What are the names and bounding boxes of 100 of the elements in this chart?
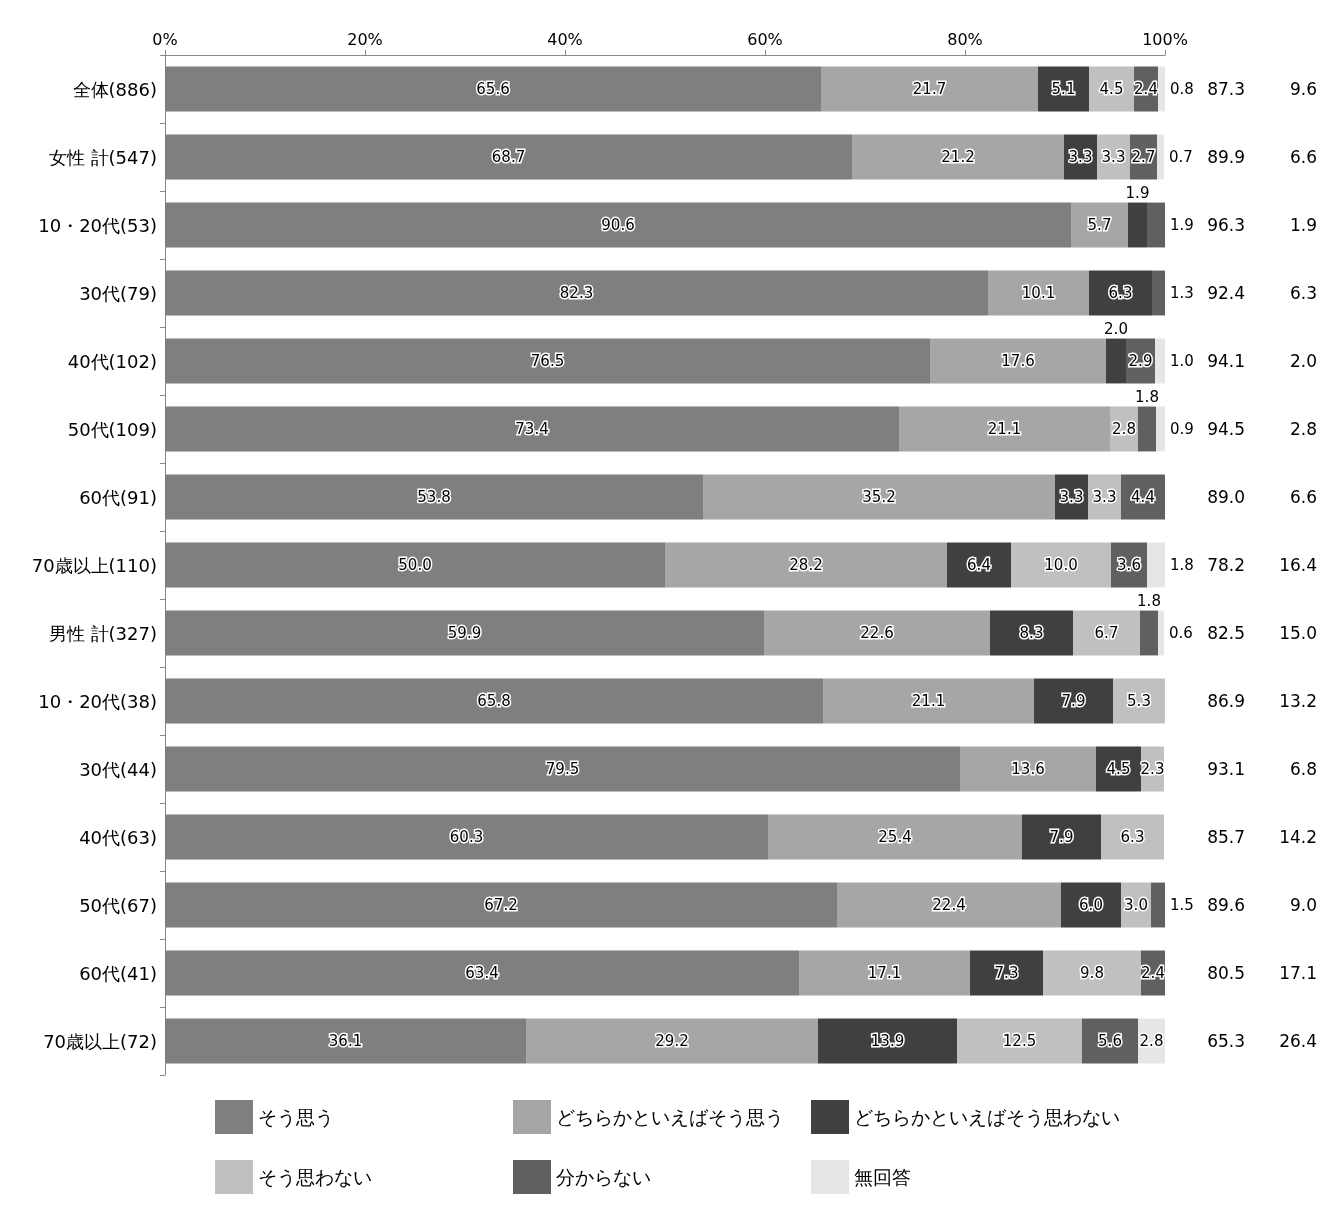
legend-label: 無回答 bbox=[854, 1166, 911, 1188]
data-label: 53.8 bbox=[417, 488, 451, 506]
text: 15.0 bbox=[1279, 623, 1317, 643]
data-label: 1.3 bbox=[1170, 284, 1194, 302]
text: 26.4 bbox=[1279, 1031, 1317, 1051]
data-label: 0.8 bbox=[1170, 80, 1194, 98]
text: 65.3 bbox=[1207, 1031, 1245, 1051]
y-tick-label: 60代(41) bbox=[79, 962, 157, 984]
bar bbox=[930, 338, 1106, 384]
data-label: 2.4 bbox=[1141, 964, 1165, 982]
legend-label: そう思わない bbox=[258, 1166, 372, 1188]
text: 78.2 bbox=[1207, 555, 1245, 575]
data-label: 35.2 bbox=[862, 488, 896, 506]
data-label: 67.2 bbox=[484, 896, 518, 914]
data-label: 21.1 bbox=[911, 692, 946, 710]
data-label: 2.8 bbox=[1139, 1032, 1164, 1050]
data-label: 2.8 bbox=[1112, 420, 1136, 438]
text: 1.9 bbox=[1289, 215, 1317, 235]
x-tick-label: 100% bbox=[1142, 29, 1188, 49]
x-tick-label: 0% bbox=[152, 29, 178, 49]
data-label: 4.5 bbox=[1099, 80, 1124, 98]
bar bbox=[1151, 882, 1165, 928]
data-label: 2.7 bbox=[1131, 148, 1156, 166]
data-label: 12.5 bbox=[1002, 1032, 1037, 1050]
data-label: 7.3 bbox=[994, 964, 1019, 982]
data-label: 59.9 bbox=[447, 624, 482, 642]
data-label: 22.4 bbox=[932, 896, 966, 914]
y-tick-label: 70歳以上(110) bbox=[31, 554, 157, 576]
text: 6.6 bbox=[1289, 147, 1317, 167]
bar bbox=[1106, 338, 1126, 384]
bar bbox=[1147, 202, 1165, 248]
bar bbox=[1157, 134, 1164, 180]
bar bbox=[1152, 270, 1165, 316]
text: 17.1 bbox=[1279, 963, 1317, 983]
data-label: 65.6 bbox=[476, 80, 510, 98]
data-label: 3.0 bbox=[1124, 896, 1148, 914]
y-tick-label: 50代(109) bbox=[67, 418, 157, 440]
data-label: 1.8 bbox=[1137, 592, 1161, 611]
text: 14.2 bbox=[1279, 827, 1317, 847]
data-label: 10.0 bbox=[1044, 556, 1078, 574]
bar bbox=[821, 66, 1038, 112]
data-label: 4.4 bbox=[1131, 488, 1155, 506]
data-label: 1.9 bbox=[1170, 216, 1194, 234]
bar bbox=[1158, 610, 1164, 656]
y-tick-label: 全体(886) bbox=[72, 78, 157, 100]
data-label: 17.1 bbox=[867, 964, 902, 982]
text: 13.2 bbox=[1279, 691, 1317, 711]
text: 93.1 bbox=[1207, 759, 1245, 779]
data-label: 60.3 bbox=[449, 828, 484, 846]
text: 85.7 bbox=[1207, 827, 1245, 847]
x-tick-label: 60% bbox=[747, 29, 783, 49]
data-label: 3.3 bbox=[1059, 488, 1084, 506]
bar bbox=[960, 746, 1096, 792]
bar bbox=[1128, 202, 1147, 248]
x-tick-label: 20% bbox=[347, 29, 383, 49]
bar bbox=[526, 1018, 818, 1064]
bar bbox=[957, 1018, 1082, 1064]
data-label: 1.8 bbox=[1135, 388, 1159, 407]
data-label: 90.6 bbox=[601, 216, 635, 234]
bar bbox=[1155, 338, 1165, 384]
data-label: 82.3 bbox=[559, 284, 594, 302]
bar bbox=[1140, 610, 1158, 656]
bar bbox=[899, 406, 1110, 452]
data-label: 65.8 bbox=[477, 692, 511, 710]
data-label: 7.9 bbox=[1049, 828, 1074, 846]
text: 2.8 bbox=[1289, 419, 1317, 439]
bar bbox=[818, 1018, 957, 1064]
data-label: 68.7 bbox=[491, 148, 526, 166]
bar bbox=[703, 474, 1055, 520]
bar bbox=[1156, 406, 1165, 452]
text: 87.3 bbox=[1207, 79, 1245, 99]
y-tick-label: 10・20代(53) bbox=[38, 214, 157, 236]
data-label: 25.4 bbox=[878, 828, 912, 846]
bar bbox=[852, 134, 1064, 180]
data-label: 2.9 bbox=[1128, 352, 1153, 370]
data-label: 1.0 bbox=[1170, 352, 1194, 370]
data-label: 76.5 bbox=[530, 352, 565, 370]
data-label: 2.3 bbox=[1140, 760, 1165, 778]
text: 16.4 bbox=[1279, 555, 1317, 575]
data-label: 5.3 bbox=[1127, 692, 1151, 710]
y-tick-label: 30代(44) bbox=[79, 758, 157, 780]
data-label: 9.8 bbox=[1080, 964, 1104, 982]
data-label: 3.3 bbox=[1101, 148, 1126, 166]
data-label: 7.9 bbox=[1061, 692, 1086, 710]
data-label: 10.1 bbox=[1021, 284, 1056, 302]
legend-label: そう思う bbox=[258, 1106, 334, 1128]
bar bbox=[1034, 678, 1113, 724]
data-label: 6.4 bbox=[967, 556, 991, 574]
text: 96.3 bbox=[1207, 215, 1245, 235]
text: 6.6 bbox=[1289, 487, 1317, 507]
data-label: 3.3 bbox=[1092, 488, 1117, 506]
data-label: 13.6 bbox=[1011, 760, 1045, 778]
data-label: 2.4 bbox=[1134, 80, 1158, 98]
data-label: 22.6 bbox=[860, 624, 894, 642]
y-tick-label: 男性 計(327) bbox=[48, 622, 157, 644]
x-tick-label: 40% bbox=[547, 29, 583, 49]
y-tick-label: 40代(102) bbox=[67, 350, 157, 372]
data-label: 0.6 bbox=[1169, 624, 1193, 642]
text: 82.5 bbox=[1207, 623, 1245, 643]
bar bbox=[837, 882, 1061, 928]
